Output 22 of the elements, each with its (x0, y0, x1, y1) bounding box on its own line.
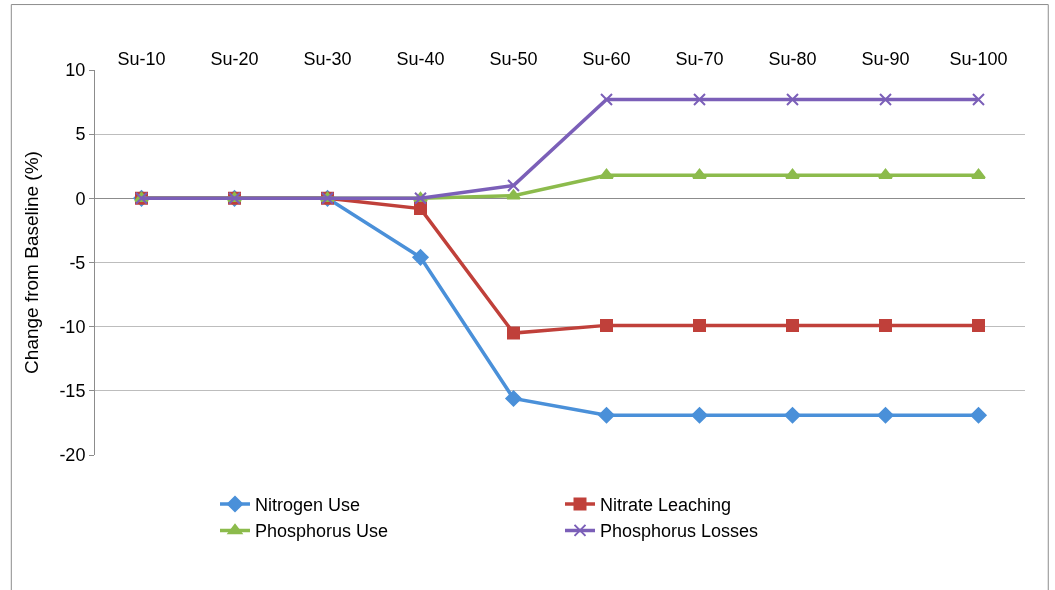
legend-label: Nitrogen Use (255, 495, 361, 516)
legend-label: Phosphorus Losses (600, 521, 759, 542)
x-tick-label: Su-50 (489, 49, 538, 70)
y-axis-title: Change from Baseline (%) (21, 151, 43, 374)
x-tick-label: Su-30 (303, 49, 352, 70)
x-tick-label: Su-100 (949, 49, 1008, 70)
legend-label: Phosphorus Use (255, 521, 389, 542)
y-tick-label: -15 (59, 381, 86, 402)
y-tick-label: -5 (69, 252, 86, 273)
legend-label: Nitrate Leaching (600, 495, 732, 516)
x-tick-label: Su-90 (861, 49, 910, 70)
y-tick-label: 0 (75, 188, 86, 209)
y-tick-label: 5 (75, 124, 86, 145)
x-tick-label: Su-60 (582, 49, 631, 70)
y-tick-label: -10 (59, 316, 86, 337)
x-tick-label: Su-80 (768, 49, 817, 70)
y-tick-label: 10 (65, 60, 86, 81)
y-tick-label: -20 (59, 445, 86, 466)
x-tick-label: Su-20 (210, 49, 259, 70)
x-tick-label: Su-10 (117, 49, 166, 70)
x-tick-label: Su-40 (396, 49, 445, 70)
x-tick-label: Su-70 (675, 49, 724, 70)
